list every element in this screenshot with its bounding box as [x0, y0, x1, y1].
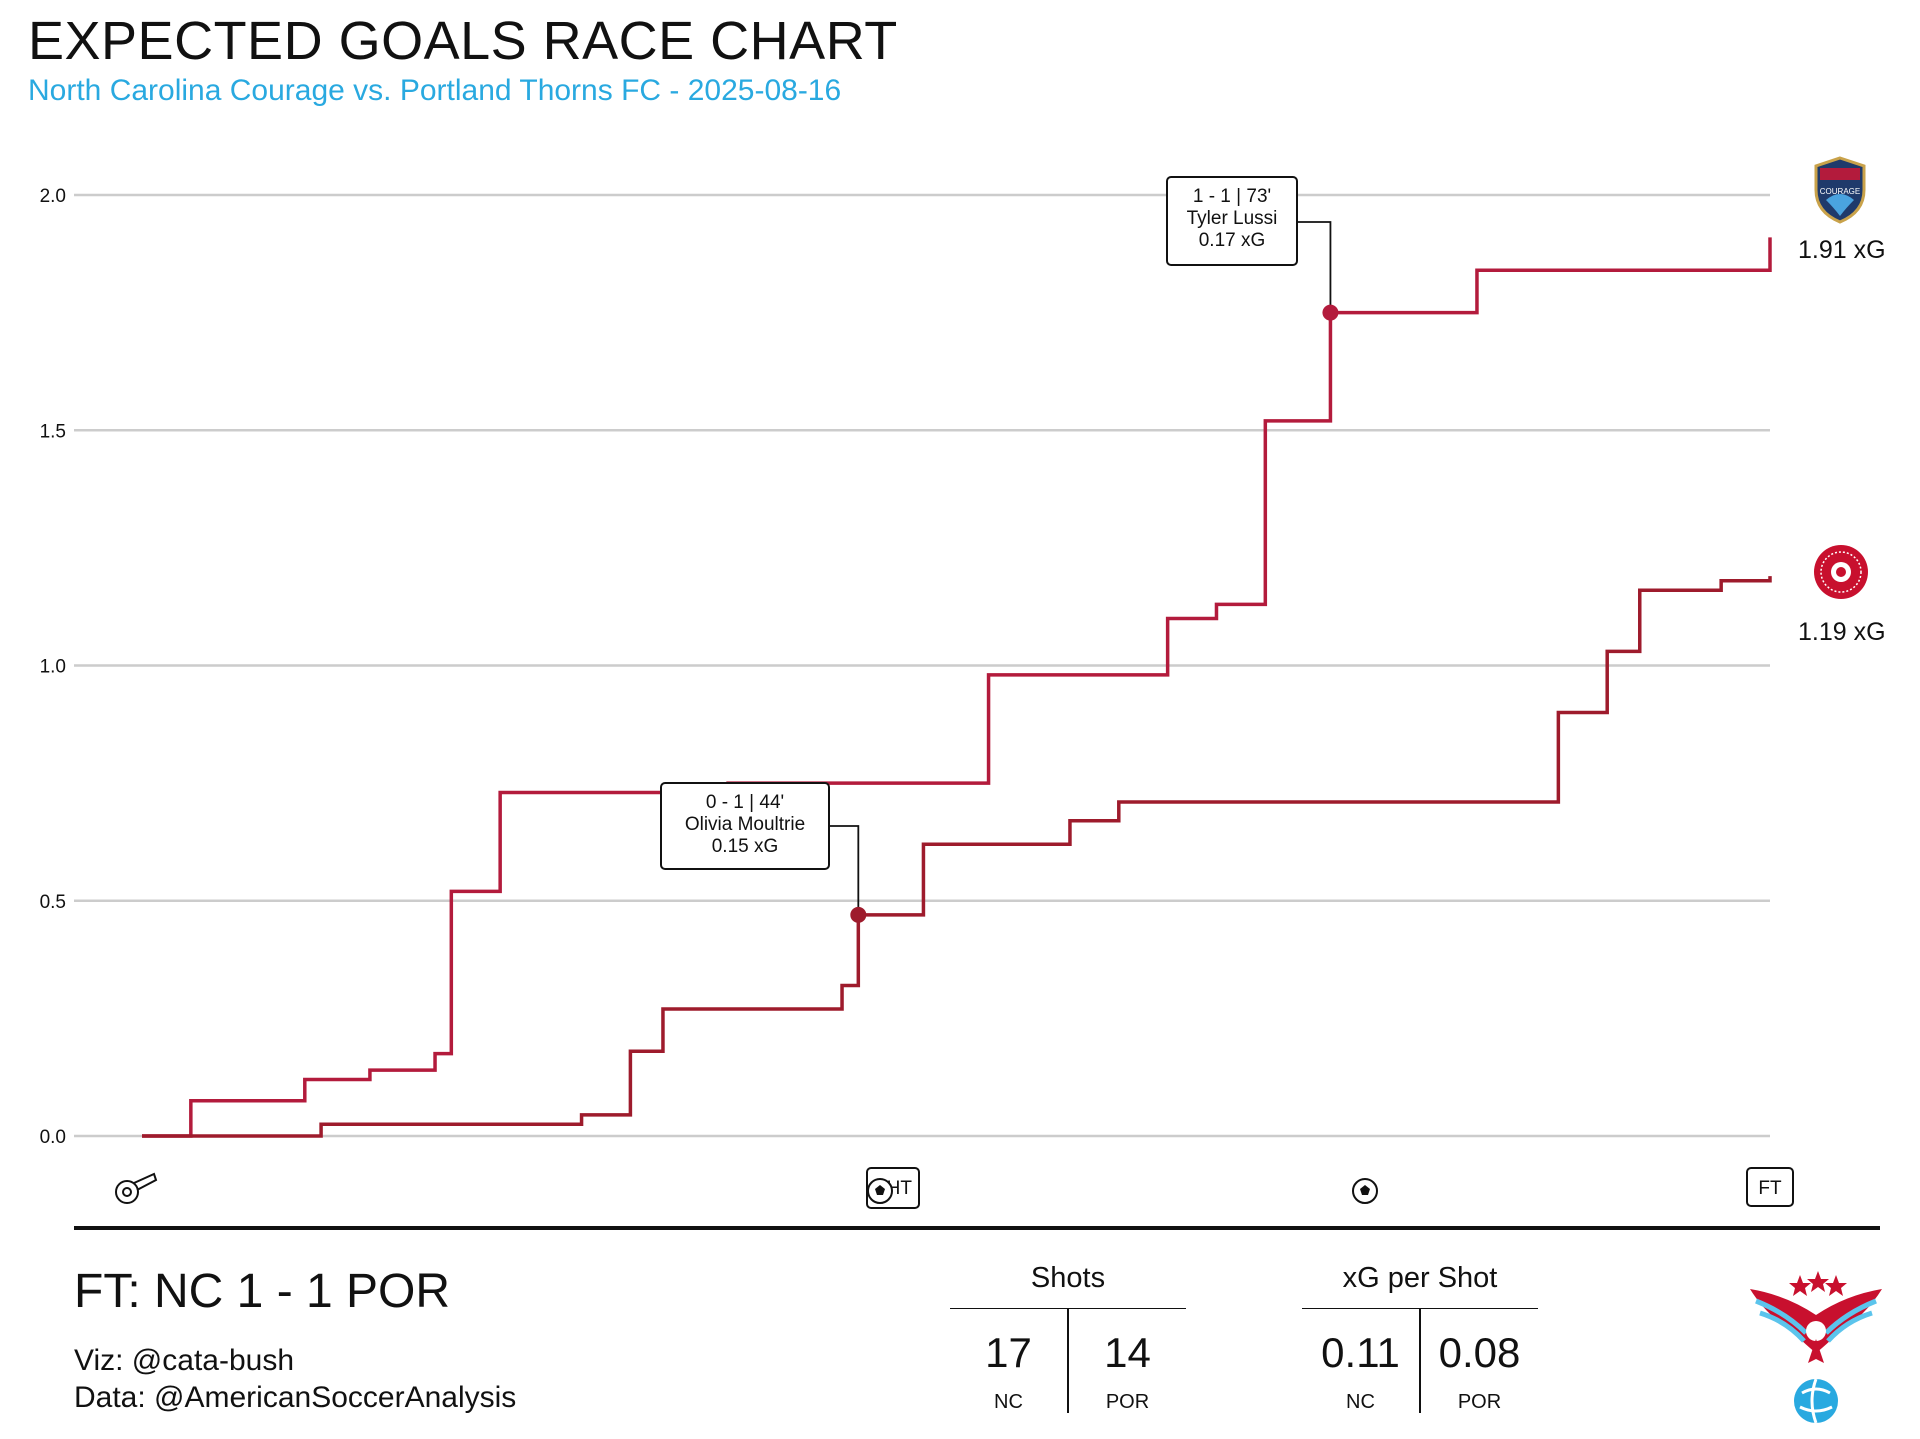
- shots-title: Shots: [1030, 1262, 1106, 1294]
- svg-text:COURAGE: COURAGE: [1820, 187, 1860, 196]
- y-tick-label: 2.0: [40, 186, 66, 207]
- goal-point: [1322, 304, 1339, 321]
- por-xg-line: [142, 576, 1772, 1138]
- divider: [74, 1226, 1880, 1230]
- eagle-logo: [1750, 1271, 1882, 1424]
- goal-score: 1 - 1 | 73': [1192, 186, 1272, 207]
- xg-per-shot-table: xG per Shot 0.11 NC 0.08 POR: [1302, 1258, 1538, 1413]
- soccer-ball-icon: [1352, 1178, 1378, 1204]
- final-score: FT: NC 1 - 1 POR: [74, 1265, 451, 1318]
- chart-subtitle: North Carolina Courage vs. Portland Thor…: [28, 74, 842, 107]
- shots-por-label: POR: [1105, 1391, 1150, 1413]
- goal-point: [850, 906, 867, 923]
- thorns-crest-logo: [1814, 545, 1868, 599]
- goal-player: Olivia Moultrie: [684, 814, 806, 835]
- courage-crest-logo: COURAGE: [1814, 156, 1866, 224]
- xgps-por-value: 0.08: [1438, 1329, 1521, 1376]
- y-tick-label: 0.5: [40, 892, 66, 913]
- goal-score: 0 - 1 | 44': [705, 792, 785, 813]
- goal-connector: [830, 825, 860, 915]
- shots-table: Shots 17 NC 14 POR: [950, 1258, 1186, 1413]
- por-end-label: 1.19 xG: [1798, 618, 1886, 646]
- y-tick-label: 1.5: [40, 421, 66, 442]
- chart-title: EXPECTED GOALS RACE CHART: [28, 11, 898, 71]
- halftime-marker: HT: [866, 1167, 920, 1209]
- data-credit: Data: @AmericanSoccerAnalysis: [74, 1381, 517, 1414]
- y-tick-label: 1.0: [40, 657, 66, 678]
- xg-per-shot-title: xG per Shot: [1342, 1262, 1498, 1294]
- xgps-nc-label: NC: [1346, 1391, 1375, 1413]
- credits: Viz: @cata-bush Data: @AmericanSoccerAna…: [74, 1342, 516, 1416]
- whistle-icon: [115, 1172, 158, 1204]
- goal-xg: 0.17 xG: [1198, 230, 1266, 251]
- stat-divider: [1302, 1308, 1538, 1309]
- nc-end-label: 1.91 xG: [1798, 236, 1886, 264]
- goal-connector: [1298, 221, 1332, 313]
- shots-por-value: 14: [1104, 1329, 1151, 1376]
- shots-nc-label: NC: [994, 1391, 1023, 1413]
- y-tick-label: 0.0: [40, 1127, 66, 1148]
- goal-callout-44: 0 - 1 | 44' Olivia Moultrie 0.15 xG: [660, 782, 830, 870]
- goal-player: Tyler Lussi: [1186, 208, 1278, 229]
- shots-nc-value: 17: [985, 1329, 1032, 1376]
- xgps-por-label: POR: [1457, 1391, 1502, 1413]
- stat-divider: [950, 1308, 1186, 1309]
- fulltime-marker: FT: [1746, 1167, 1794, 1207]
- soccer-ball-icon: [867, 1178, 893, 1204]
- goal-callout-73: 1 - 1 | 73' Tyler Lussi 0.17 xG: [1166, 176, 1298, 266]
- nc-xg-line: [142, 237, 1772, 1138]
- goal-xg: 0.15 xG: [711, 836, 779, 857]
- xgps-nc-value: 0.11: [1321, 1329, 1400, 1376]
- viz-credit: Viz: @cata-bush: [74, 1344, 295, 1377]
